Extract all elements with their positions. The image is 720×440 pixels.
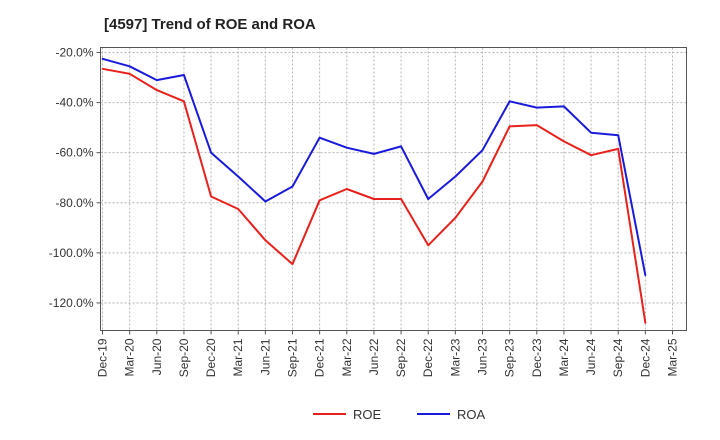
data-point-roa bbox=[155, 79, 158, 81]
x-tick-label: Jun-20 bbox=[150, 338, 164, 375]
data-point-roe bbox=[210, 195, 212, 198]
x-tick-label: Dec-24 bbox=[638, 338, 652, 377]
data-point-roe bbox=[101, 67, 104, 70]
data-point-roa bbox=[345, 146, 348, 149]
x-tick-label: Dec-22 bbox=[421, 338, 435, 377]
x-tick-label: Dec-19 bbox=[96, 338, 110, 377]
y-tick-label: -80.0% bbox=[55, 196, 93, 210]
data-point-roa bbox=[400, 145, 402, 148]
series-line-roa bbox=[102, 57, 647, 276]
data-point-roe bbox=[454, 217, 457, 219]
y-axis-ticks: -20.0% -40.0% -60.0% -80.0% -100.0% -120.0% bbox=[49, 46, 101, 310]
data-point-roa bbox=[101, 57, 104, 60]
series-lines bbox=[101, 57, 647, 324]
x-tick-label: Sep-22 bbox=[394, 338, 408, 377]
data-point-roa bbox=[617, 134, 620, 136]
x-tick-label: Dec-21 bbox=[313, 338, 327, 377]
data-point-roa bbox=[373, 153, 375, 155]
y-tick-label: -100.0% bbox=[49, 246, 94, 260]
data-point-roe bbox=[264, 239, 267, 242]
data-point-roa bbox=[237, 175, 240, 178]
plot-area-border bbox=[100, 47, 687, 331]
x-tick-label: Sep-21 bbox=[286, 338, 300, 377]
data-point-roa bbox=[318, 136, 321, 139]
x-tick-label: Mar-22 bbox=[340, 338, 354, 376]
data-point-roa bbox=[264, 200, 267, 203]
legend-label-roa: ROA bbox=[457, 407, 486, 422]
data-point-roe bbox=[644, 322, 647, 324]
data-point-roa bbox=[427, 198, 430, 200]
data-point-roe bbox=[155, 89, 158, 91]
data-point-roe bbox=[291, 263, 294, 265]
x-tick-label: Sep-24 bbox=[611, 338, 625, 377]
x-tick-label: Jun-21 bbox=[258, 338, 272, 375]
y-tick-label: -60.0% bbox=[55, 146, 93, 160]
data-point-roe bbox=[535, 124, 538, 126]
y-tick-label: -120.0% bbox=[49, 296, 94, 310]
y-tick-label: -40.0% bbox=[55, 96, 93, 110]
y-tick-label: -20.0% bbox=[55, 46, 93, 60]
data-point-roa bbox=[183, 74, 185, 76]
x-tick-label: Mar-20 bbox=[123, 338, 137, 376]
data-point-roe bbox=[481, 180, 484, 183]
data-point-roa bbox=[590, 131, 592, 134]
x-tick-label: Jun-22 bbox=[367, 338, 381, 375]
x-tick-label: Mar-23 bbox=[448, 338, 462, 376]
data-point-roa bbox=[291, 185, 294, 188]
data-point-roe bbox=[563, 140, 565, 143]
x-tick-label: Dec-20 bbox=[204, 338, 218, 377]
x-tick-label: Mar-21 bbox=[231, 338, 245, 376]
data-point-roa bbox=[128, 65, 131, 68]
data-point-roa bbox=[210, 151, 212, 154]
data-point-roa bbox=[454, 175, 457, 178]
data-point-roa bbox=[508, 100, 511, 103]
data-point-roe bbox=[345, 188, 348, 190]
data-point-roe bbox=[508, 125, 511, 128]
x-tick-label: Jun-24 bbox=[584, 338, 598, 375]
data-point-roa bbox=[481, 149, 484, 151]
x-tick-label: Mar-24 bbox=[557, 338, 571, 376]
data-point-roe bbox=[427, 244, 430, 247]
x-tick-label: Jun-23 bbox=[476, 338, 490, 375]
x-tick-label: Mar-25 bbox=[666, 338, 680, 376]
x-tick-label: Sep-23 bbox=[503, 338, 517, 377]
legend-label-roe: ROE bbox=[353, 407, 382, 422]
data-point-roe bbox=[237, 208, 240, 210]
data-point-roe bbox=[318, 199, 321, 202]
data-point-roe bbox=[183, 100, 185, 103]
data-point-roe bbox=[400, 198, 402, 200]
data-point-roa bbox=[535, 106, 538, 109]
x-tick-label: Sep-20 bbox=[177, 338, 191, 377]
x-axis-ticks: Dec-19 Mar-20 Jun-20 Sep-20 Dec-20 Mar-21 Jun-… bbox=[96, 330, 680, 377]
chart-title: [4597] Trend of ROE and ROA bbox=[104, 16, 316, 33]
x-tick-label: Dec-23 bbox=[530, 338, 544, 377]
data-point-roe bbox=[617, 148, 620, 150]
data-point-roa bbox=[563, 105, 565, 108]
data-point-roa bbox=[644, 274, 647, 277]
legend: ROE ROA bbox=[313, 407, 486, 422]
data-point-roe bbox=[590, 154, 592, 156]
data-point-roe bbox=[373, 198, 375, 200]
data-point-roe bbox=[128, 72, 131, 75]
